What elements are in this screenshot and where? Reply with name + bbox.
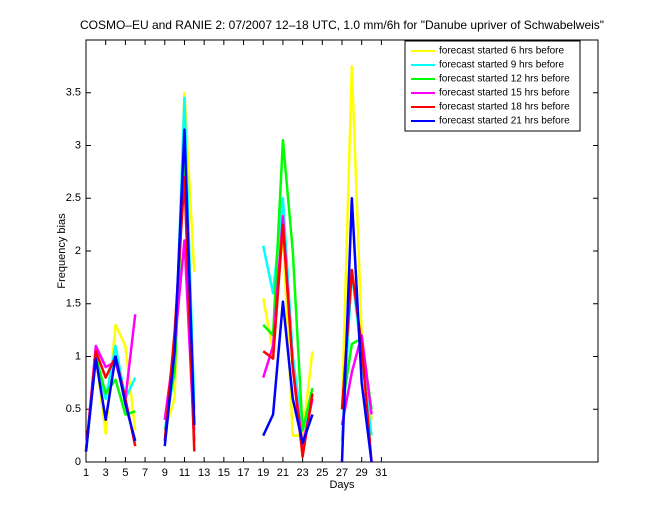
legend-label: forecast started 18 hrs before bbox=[439, 102, 570, 113]
y-tick-label: 1 bbox=[75, 350, 81, 362]
y-tick-label: 1.5 bbox=[66, 298, 81, 310]
legend-label: forecast started 9 hrs before bbox=[439, 60, 565, 71]
legend-label: forecast started 21 hrs before bbox=[439, 116, 570, 127]
x-tick-label: 25 bbox=[316, 467, 328, 479]
y-axis-label: Frequency bias bbox=[56, 213, 68, 289]
x-tick-label: 31 bbox=[375, 467, 387, 479]
legend-label: forecast started 15 hrs before bbox=[439, 88, 570, 99]
x-tick-label: 7 bbox=[142, 467, 148, 479]
y-tick-label: 0 bbox=[75, 456, 81, 468]
legend-box bbox=[404, 40, 581, 132]
series-line bbox=[84, 128, 373, 463]
x-tick-label: 5 bbox=[122, 467, 128, 479]
x-tick-label: 1 bbox=[83, 467, 89, 479]
y-tick-label: 3.5 bbox=[66, 87, 81, 99]
x-tick-label: 17 bbox=[237, 467, 249, 479]
x-tick-label: 11 bbox=[179, 467, 190, 479]
x-tick-label: 19 bbox=[257, 467, 269, 479]
chart-title: COSMO–EU and RANIE 2: 07/2007 12–18 UTC,… bbox=[80, 18, 604, 32]
x-tick-label: 13 bbox=[198, 467, 210, 479]
x-tick-label: 21 bbox=[277, 467, 289, 479]
y-tick-label: 2.5 bbox=[66, 192, 81, 204]
x-axis-label: Days bbox=[329, 479, 355, 491]
x-tick-label: 9 bbox=[162, 467, 168, 479]
x-tick-label: 3 bbox=[103, 467, 109, 479]
legend-label: forecast started 6 hrs before bbox=[439, 46, 565, 57]
x-tick-label: 23 bbox=[296, 467, 308, 479]
x-tick-label: 29 bbox=[356, 467, 368, 479]
y-tick-label: 0.5 bbox=[66, 403, 81, 415]
y-tick-label: 2 bbox=[75, 245, 81, 257]
x-tick-label: 15 bbox=[218, 467, 230, 479]
x-tick-label: 27 bbox=[336, 467, 348, 479]
legend-label: forecast started 12 hrs before bbox=[439, 74, 570, 85]
y-tick-label: 3 bbox=[75, 139, 81, 151]
